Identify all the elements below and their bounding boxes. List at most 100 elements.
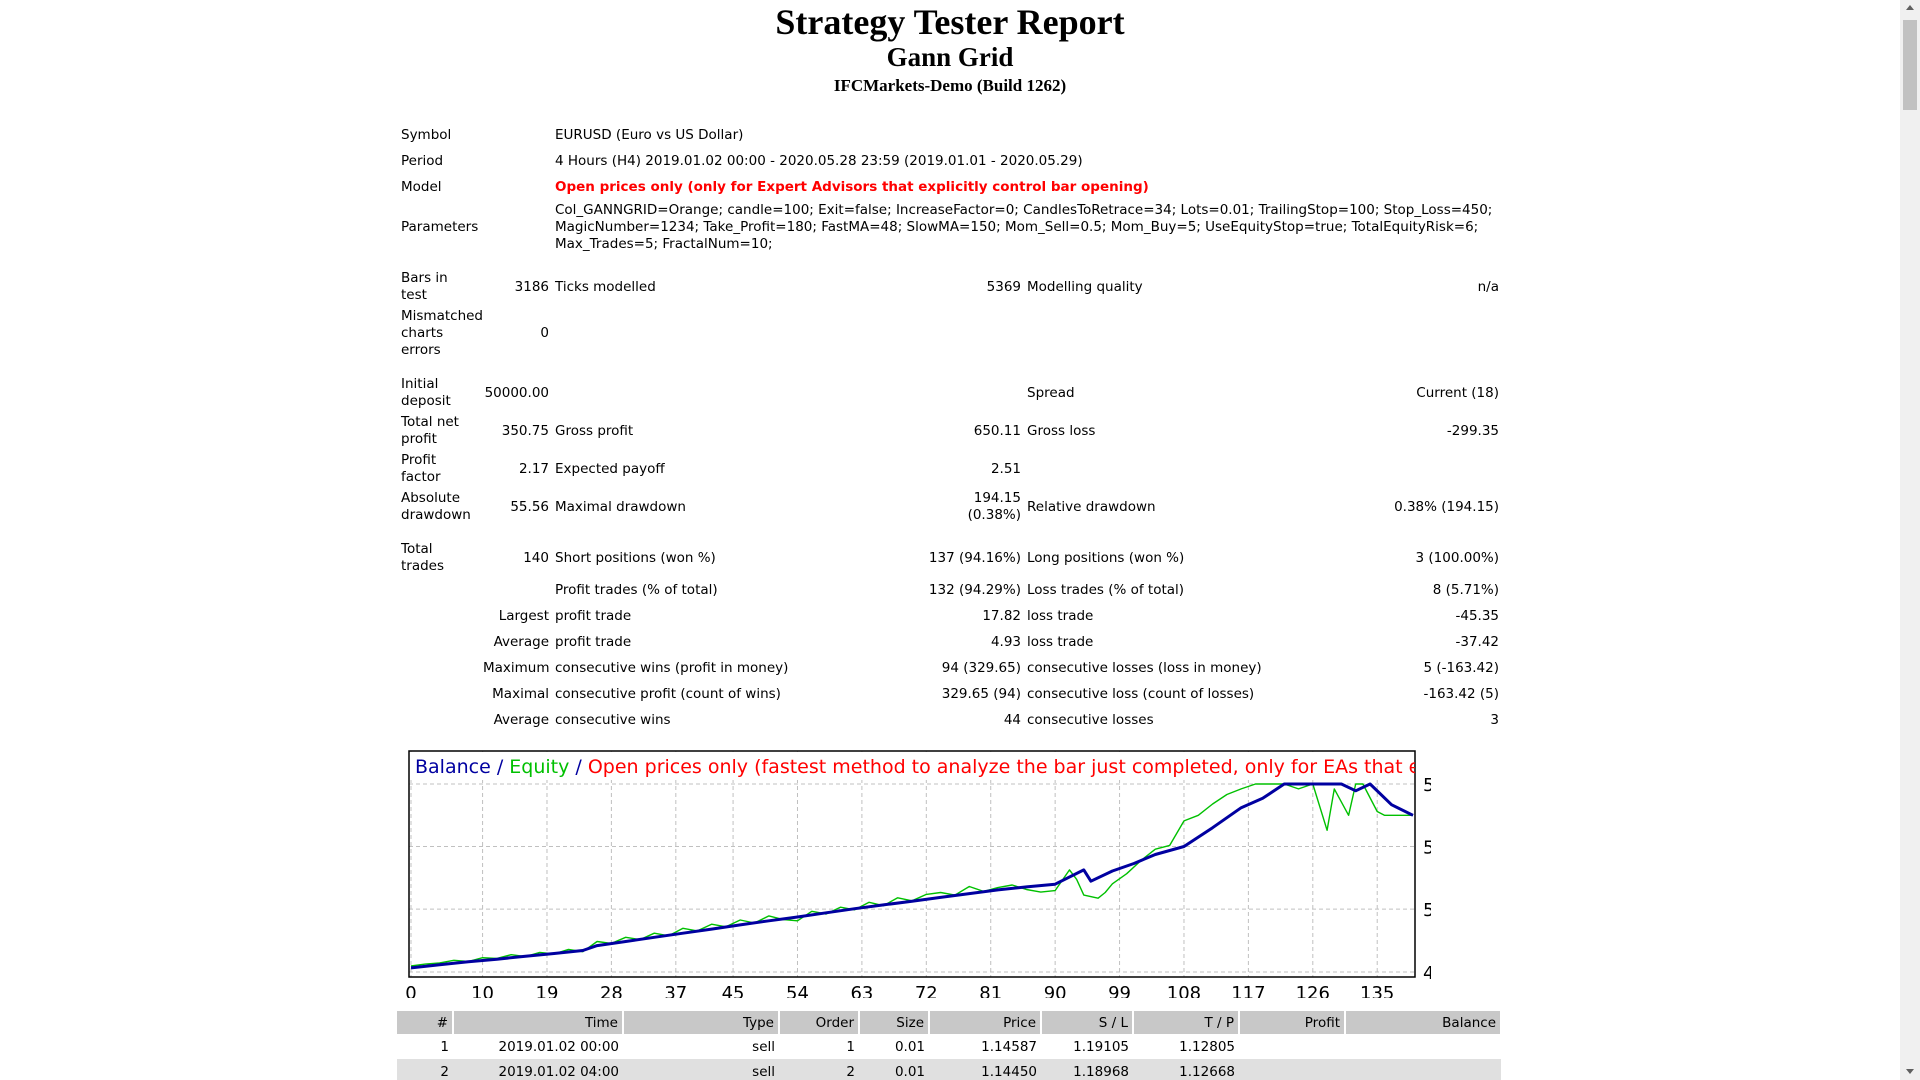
average-row: Average profit trade 4.93 loss trade -37… (398, 629, 1502, 655)
chart-y-tick-label: 50141 (1423, 900, 1431, 921)
deposit-label-line-1: Initial (401, 376, 439, 392)
model-row: Model Open prices only (only for Expert … (398, 174, 1502, 200)
netprofit-value: 350.75 (501, 422, 549, 439)
chart-legend: Balance / Equity / Open prices only (fas… (415, 756, 1431, 778)
report-server: IFCMarkets-Demo (Build 1262) (833, 76, 1067, 95)
maximum-row: Maximum consecutive wins (profit in mone… (398, 655, 1502, 681)
bars-label: Bars in test (401, 270, 448, 303)
largest-loss-label: loss trade (1027, 607, 1094, 624)
report-subtitle: Gann Grid (886, 42, 1014, 72)
trades-header-cell: T / P (1133, 1011, 1240, 1034)
short-label: Short positions (won %) (555, 549, 716, 566)
ticks-label: Ticks modelled (555, 278, 656, 295)
pf-value: 2.17 (518, 460, 549, 477)
table-cell: 2 (397, 1059, 453, 1080)
profittrades-value: 132 (94.29%) (928, 581, 1021, 598)
legend-separator: / (569, 756, 587, 778)
trades-header-cell: S / L (1041, 1011, 1134, 1034)
chart-y-tick-label: 50307 (1423, 838, 1431, 859)
mismatched-label-line-3: errors (401, 342, 441, 358)
scrollbar-thumb[interactable] (1903, 20, 1917, 110)
trades-value: 140 (523, 549, 549, 566)
profittrades-row: Profit trades (% of total) 132 (94.29%) … (398, 577, 1502, 603)
bars-row: Bars in test 3186 Ticks modelled 5369 Mo… (398, 268, 1502, 306)
average-profit-label: profit trade (555, 633, 632, 650)
quality-label: Modelling quality (1027, 278, 1143, 295)
balance-chart: Balance / Equity / Open prices only (fas… (401, 738, 1431, 998)
parameters-value: Col_GANNGRID=Orange; candle=100; Exit=fa… (552, 200, 1502, 255)
trades-header-cell: Balance (1345, 1011, 1502, 1034)
table-cell: sell (623, 1059, 779, 1080)
absdd-label-line-2: drawdown (401, 507, 471, 523)
table-cell: 1.19105 (1073, 1038, 1129, 1055)
chart-y-tick-label: 50473 (1423, 775, 1431, 796)
avg-consec-wins-label: consecutive wins (555, 711, 671, 728)
chart-x-tick-label: 45 (722, 983, 745, 998)
largest-row: Largest profit trade 17.82 loss trade -4… (398, 603, 1502, 629)
spread-label: Spread (1027, 384, 1075, 401)
chart-x-tick-label: 90 (1044, 983, 1067, 998)
largest-profit-value: 17.82 (982, 607, 1021, 624)
table-cell: 1 (846, 1038, 855, 1055)
trades-header-cell: Type (623, 1011, 780, 1034)
table-cell (1345, 1034, 1501, 1059)
arrow-down-icon[interactable] (1900, 1064, 1920, 1080)
largest-profit-label: profit trade (555, 607, 632, 624)
chart-x-tick-label: 0 (405, 983, 416, 998)
reldd-value: 0.38% (194.15) (1394, 498, 1500, 515)
table-cell: 0.01 (859, 1059, 929, 1080)
maximal-profit-value: 329.65 (94) (941, 685, 1021, 702)
table-cell (1239, 1034, 1345, 1059)
grossloss-label: Gross loss (1027, 422, 1096, 439)
chart-frame (408, 750, 1416, 978)
long-label: Long positions (won %) (1027, 549, 1185, 566)
vertical-scrollbar[interactable] (1900, 0, 1920, 1080)
legend-separator: / (491, 756, 509, 778)
chart-x-tick-label: 135 (1360, 983, 1394, 998)
chart-x-tick-label: 63 (850, 983, 873, 998)
parameters-line-1: Col_GANNGRID=Orange; candle=100; Exit=fa… (555, 202, 1493, 218)
chart-x-tick-label: 108 (1167, 983, 1201, 998)
maximum-label: Maximum (483, 659, 550, 676)
reldd-label: Relative drawdown (1027, 498, 1156, 515)
absdd-label: Absolute drawdown (398, 488, 480, 526)
table-cell (1239, 1059, 1345, 1080)
chart-x-tick-label: 28 (600, 983, 623, 998)
maximal-profit-label: consecutive profit (count of wins) (555, 685, 781, 702)
payoff-value: 2.51 (990, 460, 1021, 477)
trades-label-line-1: Total (401, 541, 433, 557)
trades-row: Total trades 140 Short positions (won %)… (398, 539, 1502, 577)
period-row: Period 4 Hours (H4) 2019.01.02 00:00 - 2… (398, 148, 1502, 174)
deposit-row: Initial deposit 50000.00 Spread Current … (398, 374, 1502, 412)
legend-equity: Equity (509, 756, 569, 778)
mismatched-label-line-1: Mismatched (401, 308, 484, 324)
parameters-line-2: MagicNumber=1234; Take_Profit=180; FastM… (555, 219, 1479, 235)
trades-header-cell: # (397, 1011, 454, 1034)
mismatched-label-line-2: charts (401, 325, 444, 341)
deposit-value: 50000.00 (484, 384, 549, 401)
table-cell (1345, 1059, 1501, 1080)
symbol-label: Symbol (401, 126, 452, 143)
grossprofit-label: Gross profit (555, 422, 634, 439)
table-row: 1 2019.01.02 00:00 sell 1 0.01 1.14587 1.19105… (397, 1034, 1501, 1059)
average-loss-value: -37.42 (1455, 633, 1500, 650)
trades-header-cell: Profit (1239, 1011, 1346, 1034)
arrow-up-icon[interactable] (1900, 0, 1920, 16)
maximal-label: Maximal (492, 685, 549, 702)
max-consec-wins-label: consecutive wins (profit in money) (555, 659, 789, 676)
legend-model: Open prices only (fastest method to anal… (588, 756, 1431, 778)
grossprofit-value: 650.11 (973, 422, 1021, 439)
chart-x-tick-label: 37 (664, 983, 687, 998)
short-value: 137 (94.16%) (928, 549, 1021, 566)
legend-balance: Balance (415, 756, 491, 778)
max-consec-losses-label: consecutive losses (loss in money) (1027, 659, 1262, 676)
spread-value: Current (18) (1416, 384, 1500, 401)
model-label: Model (401, 178, 442, 195)
pf-row: Profit factor 2.17 Expected payoff 2.51 (398, 450, 1502, 488)
parameters-label: Parameters (401, 219, 479, 235)
long-value: 3 (100.00%) (1415, 549, 1500, 566)
table-cell: 1.12805 (1179, 1038, 1235, 1055)
